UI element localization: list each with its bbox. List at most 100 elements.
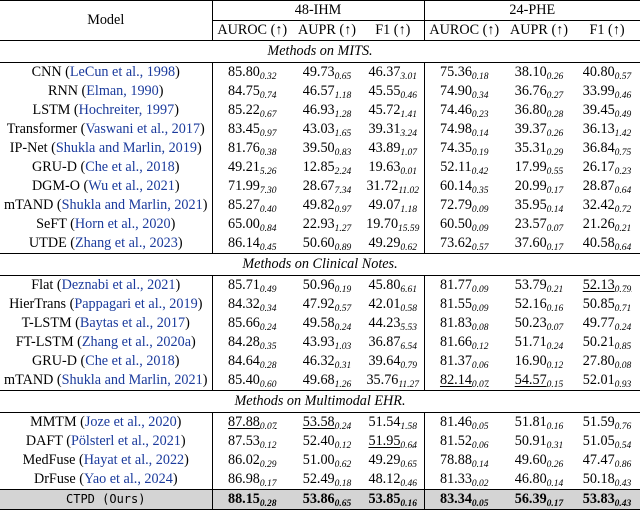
table-row: DAFT (Pölsterl et al., 2021) 87.530.12 52.… [0,432,640,451]
mean-value: 39.31 [368,121,401,137]
citation-link[interactable]: LeCun et al., 1998 [69,64,176,80]
value-wrap: 49.580.24 [302,315,352,333]
std-value: 0.24 [614,323,632,333]
citation-link[interactable]: Baytas et al., 2017 [79,315,186,331]
std-value: 0.85 [614,342,632,352]
value-cell: 84.640.28 [212,352,292,371]
value-wrap: 27.800.08 [583,353,632,371]
mean-value: 35.76 [366,372,399,388]
value-wrap: 40.580.64 [583,235,632,253]
value-cell: 53.860.65 [292,489,362,510]
citation-link[interactable]: Joze et al., 2020 [84,414,177,430]
value-wrap: 52.110.42 [440,159,488,177]
value-wrap: 74.350.19 [440,140,489,158]
value-cell: 51.950.64 [362,432,425,451]
std-value: 0.38 [259,148,277,158]
section-header-row: Methods on Clinical Notes. [0,253,640,276]
value-cell: 43.931.03 [292,333,362,352]
mean-value: 19.70 [366,216,399,232]
model-column-header: Model [0,0,213,41]
citation-link[interactable]: Deznabi et al., 2021 [61,277,176,293]
model-name: CNN ( [31,64,70,80]
value-cell: 36.760.27 [504,82,574,101]
mean-value: 49.58 [302,315,335,331]
value-cell: 50.210.85 [574,333,640,352]
std-value: 6.54 [400,342,418,352]
value-cell: 75.360.18 [424,63,504,83]
mean-value: 84.28 [227,334,260,350]
value-cell: 49.681.26 [292,371,362,391]
citation-link[interactable]: Vaswani et al., 2017 [85,121,201,137]
value-cell: 19.630.01 [362,158,425,177]
value-cell: 86.980.17 [212,470,292,490]
std-value: 0.23 [614,167,632,177]
table-row: DrFuse (Yao et al., 2024) 86.980.17 52.490… [0,470,640,490]
value-wrap: 51.950.64 [368,433,417,451]
citation-link[interactable]: Che et al., 2018 [85,159,175,175]
table-row: Transformer (Vaswani et al., 2017) 83.450… [0,120,640,139]
metric-header: AUPR (↑) [298,22,356,38]
model-paren: ) [197,296,203,312]
mean-value: 56.39 [514,491,547,507]
citation-link[interactable]: Shukla and Marlin, 2021 [61,372,203,388]
mean-value: 51.54 [368,414,401,430]
citation-link[interactable]: Yao et al., 2024 [84,471,173,487]
value-cell: 84.320.34 [212,295,292,314]
value-cell: 85.220.67 [212,101,292,120]
value-cell: 49.580.24 [292,314,362,333]
std-value: 11.27 [398,380,420,390]
model-name: Flat ( [31,277,62,293]
citation-link[interactable]: Che et al., 2018 [85,353,175,369]
citation-link[interactable]: Hochreiter, 1997 [78,102,175,118]
mean-value: 51.71 [514,334,547,350]
value-cell: 85.710.49 [212,276,292,296]
std-value: 0.12 [334,441,352,451]
model-name: DGM-O ( [31,178,89,194]
value-cell: 85.660.24 [212,314,292,333]
value-wrap: 22.931.27 [303,216,352,234]
value-wrap: 49.290.65 [368,452,417,470]
mean-value: 45.80 [368,277,401,293]
mean-value: 36.13 [582,121,615,137]
value-wrap: 71.997.30 [227,178,277,196]
std-value: 0.08 [471,323,489,333]
mean-value: 45.55 [368,83,401,99]
value-wrap: 23.570.07 [514,216,564,234]
mean-value: 23.57 [514,216,547,232]
value-wrap: 37.600.17 [515,235,564,253]
value-cell: 45.550.46 [362,82,425,101]
mean-value: 71.99 [227,178,260,194]
value-cell: 60.140.35 [424,177,504,196]
mean-value: 36.80 [514,102,547,118]
std-value: 0.09 [471,205,489,215]
citation-link[interactable]: Zhang et al., 2020a [81,334,191,350]
value-wrap: 44.235.53 [368,315,417,333]
mean-value: 49.60 [514,452,547,468]
model-cell: HierTrans (Pappagari et al., 2019) [0,295,213,314]
model-name: DAFT ( [25,433,71,449]
mean-value: 65.00 [227,216,260,232]
citation-link[interactable]: Horn et al., 2020 [74,216,171,232]
citation-link[interactable]: Wu et al., 2021 [88,178,175,194]
value-wrap: 56.390.17 [514,491,564,509]
std-value: 0.17 [259,479,277,489]
value-cell: 31.7211.02 [362,177,425,196]
std-value: 0.57 [334,304,352,314]
citation-link[interactable]: Shukla and Marlin, 2019 [55,140,197,156]
citation-link[interactable]: Hayat et al., 2022 [83,452,185,468]
citation-link[interactable]: Zhang et al., 2023 [75,235,178,251]
value-wrap: 53.580.24 [303,414,352,432]
mean-value: 78.88 [439,452,472,468]
value-wrap: 74.980.14 [440,121,489,139]
value-cell: 50.230.07 [504,314,574,333]
citation-link[interactable]: Pölsterl et al., 2021 [70,433,181,449]
value-wrap: 35.7611.27 [366,372,420,390]
value-cell: 38.100.26 [504,63,574,83]
citation-link[interactable]: Pappagari et al., 2019 [74,296,198,312]
citation-link[interactable]: Shukla and Marlin, 2021 [61,197,203,213]
citation-link[interactable]: Elman, 1990 [86,83,159,99]
table-row: SeFT (Horn et al., 2020) 65.000.84 22.931.… [0,215,640,234]
value-wrap: 43.891.07 [368,140,417,158]
std-value: 0.79 [614,285,632,295]
value-cell: 36.876.54 [362,333,425,352]
